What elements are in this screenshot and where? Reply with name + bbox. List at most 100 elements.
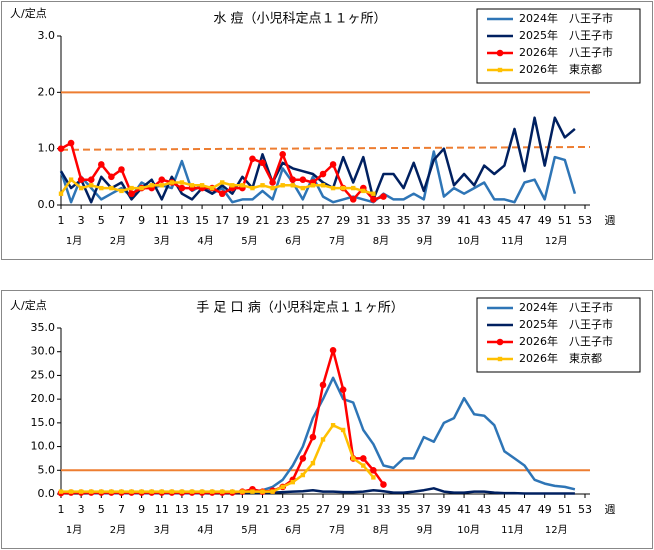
point xyxy=(270,489,275,494)
y-tick-label: 35.0 xyxy=(31,321,56,334)
point xyxy=(300,472,306,478)
month-label: 9月 xyxy=(417,235,433,247)
y-axis-label: 人/定点 xyxy=(10,298,47,312)
y-tick-label: 5.0 xyxy=(38,463,56,476)
month-label: 5月 xyxy=(241,235,257,247)
point xyxy=(119,489,124,494)
point xyxy=(89,183,94,188)
month-label: 3月 xyxy=(154,524,170,536)
point xyxy=(109,489,114,494)
point xyxy=(280,484,285,490)
x-tick-label: 35 xyxy=(397,214,411,227)
point xyxy=(139,185,144,191)
point xyxy=(290,183,295,188)
month-label: 7月 xyxy=(329,235,345,247)
legend-label: 2025年 八王子市 xyxy=(519,28,613,42)
x-tick-label: 5 xyxy=(98,214,105,227)
point xyxy=(108,173,115,181)
point xyxy=(159,489,164,494)
point xyxy=(128,190,135,198)
legend-marker xyxy=(496,338,504,346)
x-tick-label: 13 xyxy=(175,503,189,516)
point xyxy=(290,479,295,485)
x-tick-label: 43 xyxy=(477,214,491,227)
x-tick-label: 53 xyxy=(578,503,592,516)
point xyxy=(199,489,205,494)
point xyxy=(320,183,326,188)
point xyxy=(99,185,104,191)
legend-label: 2026年 八王子市 xyxy=(519,334,613,348)
month-label: 1月 xyxy=(66,524,82,536)
point xyxy=(58,489,64,494)
x-tick-label: 1 xyxy=(58,503,65,516)
point xyxy=(269,179,276,186)
legend-label: 2026年 東京都 xyxy=(519,351,602,365)
month-label: 1月 xyxy=(66,235,82,247)
point xyxy=(329,161,337,168)
x-tick-label: 21 xyxy=(256,503,270,516)
point xyxy=(260,489,265,494)
point xyxy=(250,489,255,494)
month-label: 4月 xyxy=(197,235,213,247)
y-tick-label: 30.0 xyxy=(31,345,56,358)
y-tick-label: 0.0 xyxy=(38,487,56,500)
x-axis-label: 週 xyxy=(605,214,616,227)
x-tick-label: 5 xyxy=(98,503,105,516)
x-tick-label: 49 xyxy=(538,503,552,516)
month-label: 9月 xyxy=(417,524,433,536)
chart-title: 水 痘（小児科定点１１ヶ所） xyxy=(213,12,386,27)
point xyxy=(361,188,366,194)
point xyxy=(310,460,316,466)
point xyxy=(299,455,307,462)
legend-marker xyxy=(497,356,503,362)
point xyxy=(349,196,357,203)
x-tick-label: 3 xyxy=(78,214,85,227)
point xyxy=(77,176,85,183)
point xyxy=(270,185,275,191)
point xyxy=(380,481,387,488)
x-tick-label: 17 xyxy=(215,214,229,227)
x-tick-label: 23 xyxy=(276,503,290,516)
point xyxy=(209,185,215,191)
x-tick-label: 47 xyxy=(518,214,532,227)
point xyxy=(339,386,347,393)
point xyxy=(68,489,74,494)
legend-label: 2026年 八王子市 xyxy=(519,45,613,59)
point xyxy=(89,489,94,494)
y-tick-label: 2.0 xyxy=(38,85,56,98)
x-tick-label: 29 xyxy=(336,214,350,227)
legend-label: 2025年 八王子市 xyxy=(519,317,613,331)
point xyxy=(149,489,154,494)
point xyxy=(139,489,144,494)
y-tick-label: 25.0 xyxy=(31,368,56,381)
x-tick-label: 37 xyxy=(417,214,431,227)
legend-label: 2024年 八王子市 xyxy=(519,11,613,25)
month-label: 6月 xyxy=(285,235,301,247)
x-tick-label: 11 xyxy=(155,503,169,516)
month-label: 11月 xyxy=(501,235,524,247)
y-tick-label: 3.0 xyxy=(38,29,56,42)
point xyxy=(199,183,205,188)
point xyxy=(218,190,226,198)
point xyxy=(260,183,265,188)
point xyxy=(169,489,175,494)
x-tick-label: 29 xyxy=(336,503,350,516)
x-tick-label: 15 xyxy=(195,214,209,227)
point xyxy=(220,489,225,494)
point xyxy=(159,183,164,188)
point xyxy=(330,185,336,191)
point xyxy=(57,145,65,152)
point xyxy=(67,139,75,147)
legend-label: 2024年 八王子市 xyxy=(519,300,613,314)
month-label: 10月 xyxy=(457,524,480,536)
point xyxy=(370,196,377,203)
point xyxy=(169,180,175,185)
x-tick-label: 53 xyxy=(578,214,592,227)
point xyxy=(249,155,256,163)
point xyxy=(360,455,367,462)
series-line xyxy=(60,349,385,495)
x-tick-label: 13 xyxy=(175,214,189,227)
legend-marker xyxy=(496,49,504,57)
x-tick-label: 9 xyxy=(138,503,145,516)
